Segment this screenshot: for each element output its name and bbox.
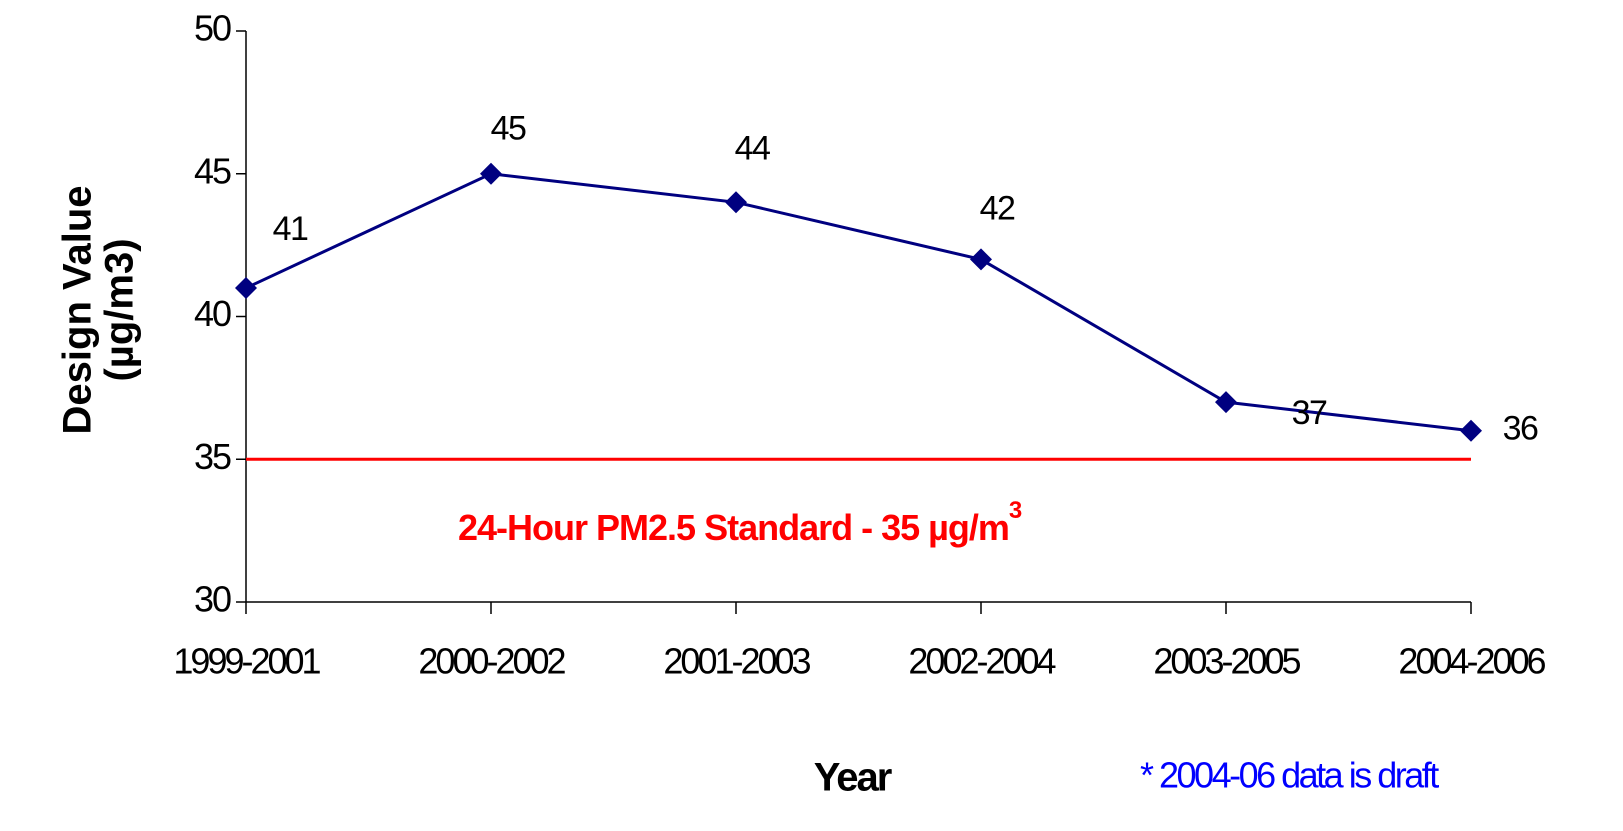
standard-label-text: 24-Hour PM2.5 Standard - 35 µg/m — [458, 507, 1009, 548]
marker — [725, 191, 747, 214]
y-axis-title: (µg/m3) — [98, 238, 142, 381]
x-tick-label: 2001-2003 — [663, 641, 810, 682]
y-tick-label: 30 — [194, 579, 231, 620]
value-label: 42 — [980, 189, 1015, 227]
value-label: 37 — [1292, 394, 1327, 432]
x-tick-label: 2003-2005 — [1153, 641, 1300, 682]
marker — [480, 162, 502, 185]
x-axis-title: Year — [814, 756, 892, 800]
y-tick-label: 45 — [194, 150, 231, 191]
value-label: 36 — [1503, 410, 1538, 448]
marker — [970, 248, 992, 271]
x-tick-label: 2000-2002 — [418, 641, 565, 682]
value-label: 45 — [491, 110, 526, 148]
y-tick-label: 50 — [194, 8, 231, 49]
x-tick-label: 1999-2001 — [173, 641, 320, 682]
y-axis-title: Design Value — [56, 186, 100, 435]
x-tick-label: 2004-2006 — [1398, 641, 1545, 682]
x-tick-label: 2002-2004 — [908, 641, 1055, 682]
marker — [1460, 419, 1482, 442]
y-tick-label: 40 — [194, 293, 231, 334]
standard-label: 24-Hour PM2.5 Standard - 35 µg/m3 — [458, 497, 1022, 547]
note: * 2004-06 data is draft — [1140, 755, 1439, 796]
value-label: 41 — [273, 210, 308, 248]
value-label: 44 — [735, 129, 770, 167]
marker — [1215, 391, 1237, 414]
standard-label-sup: 3 — [1009, 497, 1022, 524]
series-line — [245, 172, 1472, 433]
marker — [235, 276, 257, 299]
y-tick-label: 35 — [194, 436, 231, 477]
